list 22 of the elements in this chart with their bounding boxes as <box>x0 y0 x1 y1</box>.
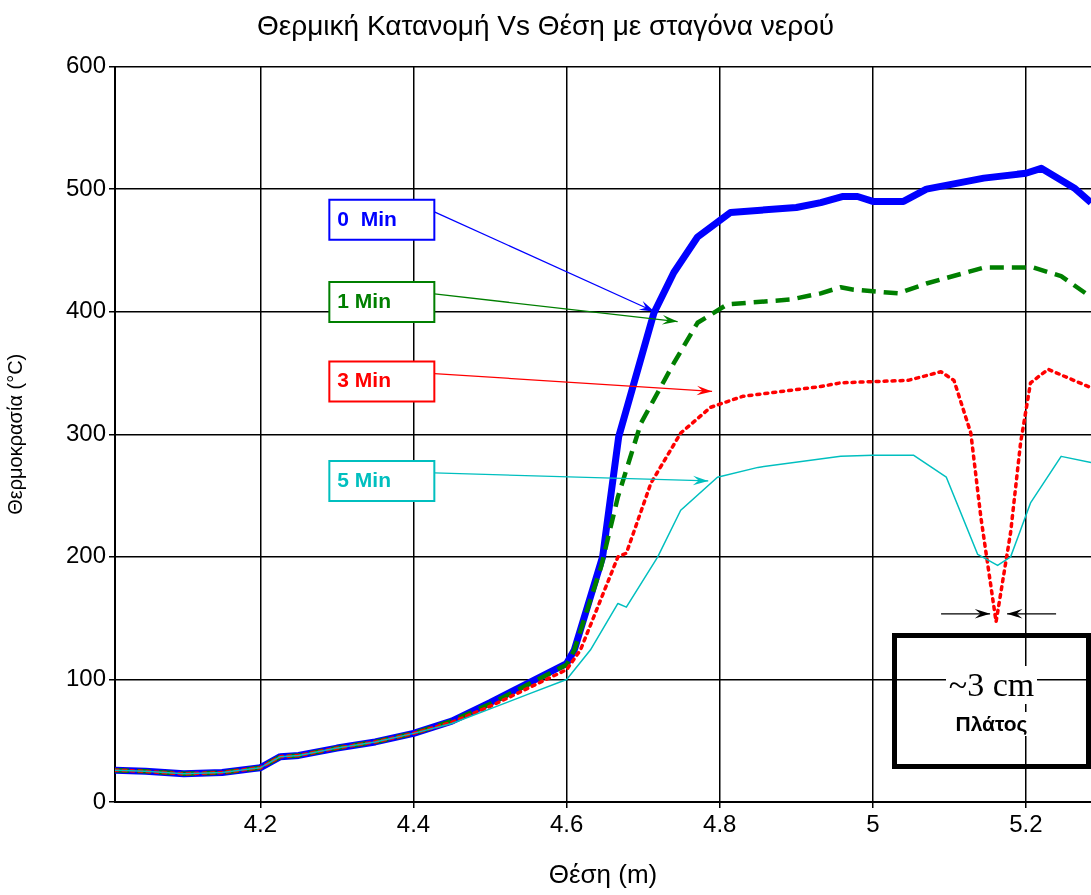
y-tick-label: 300 <box>65 418 106 446</box>
x-tick-label: 4.2 <box>243 810 278 838</box>
chart-title: Θερμική Κατανομή Vs Θέση με σταγόνα νερού <box>256 9 835 41</box>
y-tick-label: 0 <box>92 786 106 814</box>
x-tick-label: 4.4 <box>396 810 431 838</box>
annotation: ~3 cm <box>945 666 1038 704</box>
y-tick-label: 500 <box>65 173 106 201</box>
text: 5 Min <box>337 467 392 491</box>
y-axis-title: Θερμοκρασία (°C) <box>3 353 26 515</box>
x-axis-title: Θέση (m) <box>548 858 658 889</box>
y-tick-label: 400 <box>65 296 106 324</box>
x-tick-label: 5.2 <box>1009 810 1043 838</box>
x-tick-label: 4.8 <box>703 810 737 838</box>
text: 3 Min <box>337 368 392 392</box>
y-tick-label: 600 <box>65 51 106 79</box>
text: 0 Min <box>337 206 397 230</box>
text: 1 Min <box>337 288 392 312</box>
x-tick-label: 5 <box>866 810 880 838</box>
annotation: Πλάτος <box>952 712 1031 736</box>
y-tick-label: 200 <box>65 541 106 569</box>
y-tick-label: 100 <box>65 664 106 692</box>
x-tick-label: 4.6 <box>549 810 584 838</box>
